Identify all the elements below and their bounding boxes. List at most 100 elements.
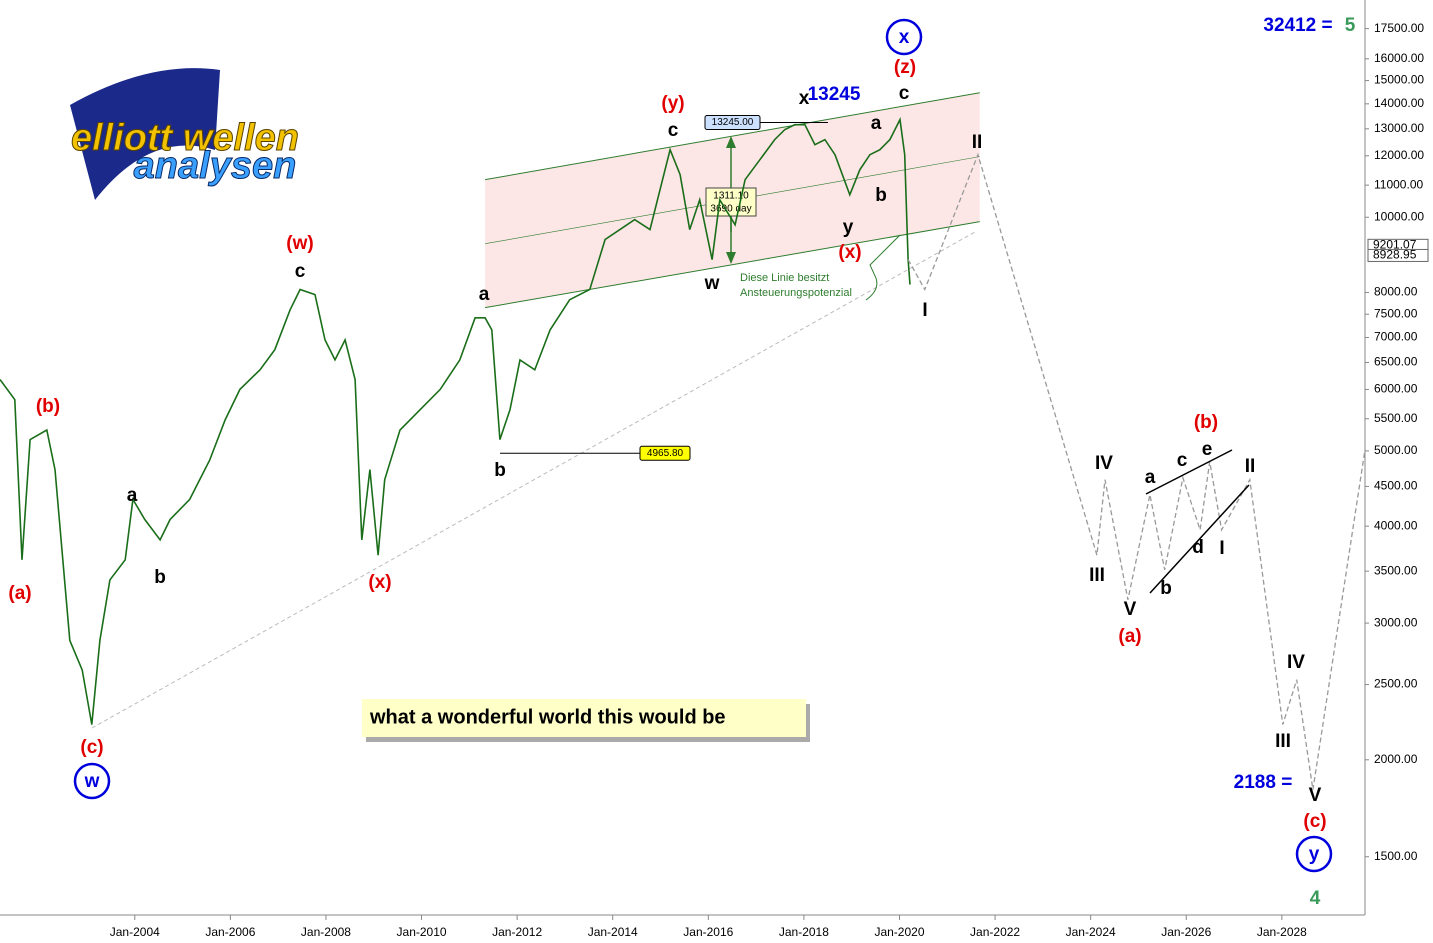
x-tick-label: Jan-2010	[397, 925, 447, 939]
annotation-circle	[73, 762, 111, 800]
x-tick-label: Jan-2018	[779, 925, 829, 939]
annotation: V	[1124, 599, 1137, 620]
annotation: c	[1177, 450, 1188, 471]
x-tick-label: Jan-2012	[492, 925, 542, 939]
arrow-head	[726, 136, 736, 148]
annotation: c	[668, 120, 679, 141]
annotation: II	[1245, 456, 1256, 477]
logo: elliott wellen analysen	[70, 68, 300, 200]
logo-text: elliott wellen	[71, 117, 299, 159]
annotation: (y)	[661, 93, 684, 114]
wedge-line	[1145, 449, 1233, 495]
annotation: 2188 =	[1234, 772, 1293, 793]
annotation: b	[1160, 578, 1172, 599]
logo-flag	[70, 68, 220, 200]
x-tick-label: Jan-2014	[588, 925, 638, 939]
y-tick-label: 10000.00	[1374, 209, 1424, 223]
note-text: Ansteuerungspotenzial	[740, 287, 852, 299]
annotation: c	[295, 261, 306, 282]
x-tick-label: Jan-2006	[205, 925, 255, 939]
y-tick-label: 13000.00	[1374, 121, 1424, 135]
annotation: (x)	[838, 242, 861, 263]
measure-label: 1311.10	[713, 191, 749, 202]
x-tick-label: Jan-2020	[874, 925, 924, 939]
x-tick-label: Jan-2022	[970, 925, 1020, 939]
y-tick-label: 5500.00	[1374, 411, 1418, 425]
annotation: 32412 =	[1263, 15, 1332, 36]
annotation: III	[1275, 731, 1291, 752]
y-tick-label: 2000.00	[1374, 752, 1418, 766]
y-tick-label: 11000.00	[1374, 177, 1423, 191]
annotation: w	[704, 273, 720, 294]
series-line	[0, 116, 911, 725]
annotation: (a)	[8, 583, 31, 604]
annotation: x	[899, 27, 910, 48]
annotation: IV	[1287, 652, 1305, 673]
note-brace	[865, 234, 901, 301]
x-tick-label: Jan-2024	[1066, 925, 1116, 939]
annotation: 4	[1310, 888, 1321, 909]
annotation: (b)	[1194, 412, 1218, 433]
annotation: e	[1202, 439, 1213, 460]
annotation: II	[972, 132, 983, 153]
annotation: y	[843, 217, 854, 238]
channel-line	[485, 221, 980, 309]
annotation: I	[922, 300, 927, 321]
annotation: V	[1309, 785, 1322, 806]
annotation: IV	[1095, 453, 1113, 474]
x-tick-label: Jan-2026	[1161, 925, 1211, 939]
annotation: a	[127, 485, 138, 506]
annotation: b	[875, 185, 887, 206]
banner-text: what a wonderful world this would be	[369, 706, 726, 728]
annotation: x	[799, 88, 810, 109]
series-line	[907, 152, 1366, 790]
annotation-circle	[1295, 835, 1333, 873]
y-tick-label: 1500.00	[1374, 849, 1418, 863]
annotation: d	[1192, 537, 1204, 558]
banner: what a wonderful world this would be	[362, 699, 810, 742]
note-text: Diese Linie besitzt	[740, 272, 829, 284]
annotation: b	[154, 567, 166, 588]
y-tick-label: 3500.00	[1374, 563, 1418, 577]
y-tick-label: 4000.00	[1374, 518, 1418, 532]
x-tick-label: Jan-2008	[301, 925, 351, 939]
annotation: y	[1309, 844, 1320, 865]
measure-box	[705, 187, 757, 217]
y-tick-label: 3000.00	[1374, 615, 1418, 629]
annotation: a	[1145, 467, 1156, 488]
y-tick-label: 14000.00	[1374, 96, 1424, 110]
y-tick-label: 6500.00	[1374, 355, 1418, 369]
level-label: 13245.00	[712, 117, 754, 128]
price-label: 9201.07	[1373, 237, 1417, 251]
annotation-circle	[885, 18, 923, 56]
y-tick-label: 15000.00	[1374, 73, 1424, 87]
annotation: (c)	[1303, 811, 1326, 832]
x-tick-label: Jan-2016	[683, 925, 733, 939]
wedge-line	[1149, 484, 1250, 594]
annotation: a	[479, 284, 490, 305]
y-tick-label: 2500.00	[1374, 677, 1418, 691]
y-tick-label: 5000.00	[1374, 443, 1418, 457]
annotation: w	[84, 771, 100, 792]
measure-label: 3690 day	[710, 204, 751, 215]
annotation: I	[1219, 538, 1224, 559]
banner-box	[362, 699, 806, 737]
channel-line	[485, 92, 980, 181]
price-label: 8928.95	[1373, 248, 1417, 262]
y-tick-label: 4500.00	[1374, 479, 1418, 493]
annotation: b	[494, 460, 506, 481]
y-tick-label: 17500.00	[1374, 21, 1424, 35]
annotation: 5	[1345, 15, 1356, 36]
y-tick-label: 8000.00	[1374, 285, 1418, 299]
annotation: (x)	[368, 572, 391, 593]
y-tick-label: 7500.00	[1374, 306, 1418, 320]
y-tick-label: 6000.00	[1374, 382, 1418, 396]
price-box	[1367, 248, 1429, 262]
annotation: (a)	[1118, 626, 1141, 647]
annotation: III	[1089, 565, 1105, 586]
x-tick-label: Jan-2028	[1257, 925, 1307, 939]
arrow-head	[726, 252, 736, 264]
annotation: (w)	[286, 233, 313, 254]
